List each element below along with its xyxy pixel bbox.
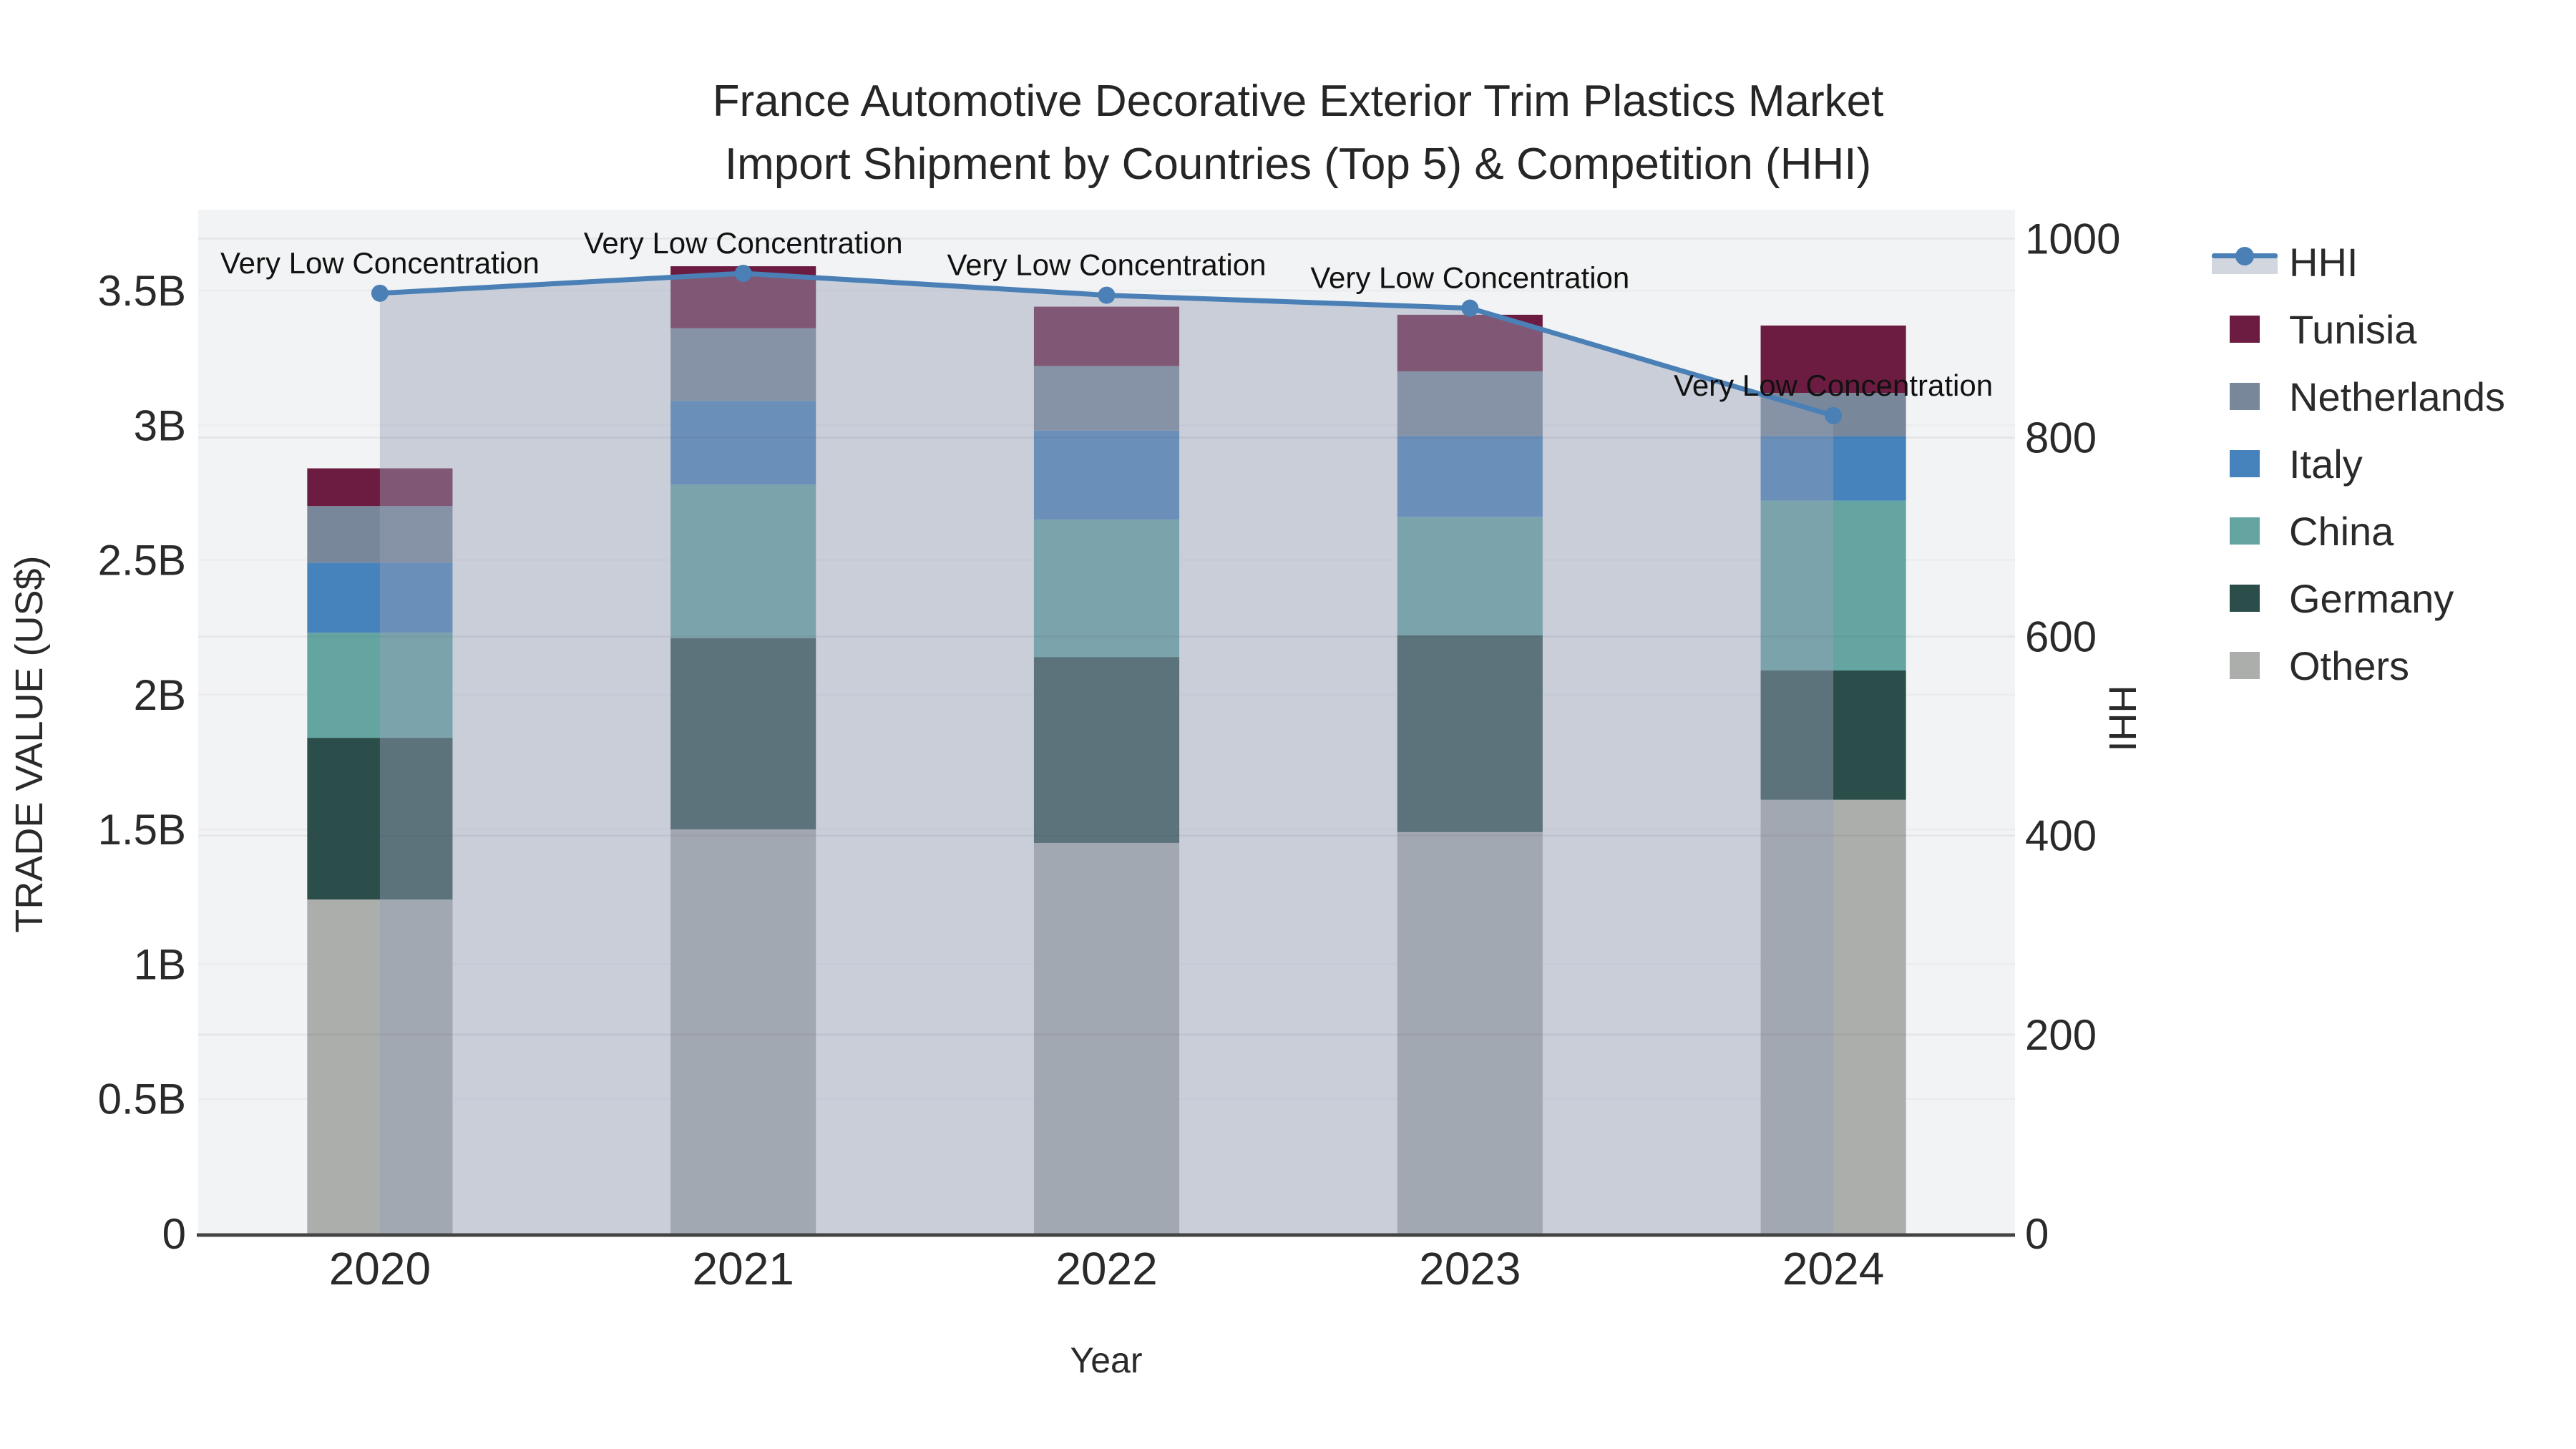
y-left-tick-label: 3.5B: [98, 267, 186, 315]
annotation-2022: Very Low Concentration: [947, 248, 1267, 282]
legend-hhi-symbol: [2212, 246, 2278, 278]
bar-segment-netherlands-2022[interactable]: [1033, 366, 1180, 431]
hhi-line-icon: [2212, 246, 2278, 278]
annotation-2021: Very Low Concentration: [584, 226, 903, 260]
bar-segment-germany-2020[interactable]: [307, 738, 453, 900]
y-right-tick-label: 400: [2025, 812, 2097, 860]
chart-title: France Automotive Decorative Exterior Tr…: [0, 70, 2576, 196]
bar-segment-others-2020[interactable]: [307, 899, 453, 1234]
legend-label: Italy: [2289, 441, 2363, 487]
y-left-tick-label: 3B: [134, 401, 186, 449]
bar-segment-others-2022[interactable]: [1033, 842, 1180, 1234]
hhi-marker-2024[interactable]: [1825, 406, 1843, 424]
bar-segment-germany-2024[interactable]: [1760, 670, 1906, 800]
hhi-marker-2023[interactable]: [1461, 299, 1479, 317]
x-tick-label-2024: 2024: [1782, 1243, 1884, 1294]
hhi-area-fill: [379, 273, 1834, 1234]
legend-label: Netherlands: [2289, 374, 2505, 419]
x-tick-label-2021: 2021: [693, 1243, 794, 1294]
bar-segment-germany-2022[interactable]: [1033, 657, 1180, 843]
chart-title-line1: France Automotive Decorative Exterior Tr…: [712, 77, 1884, 126]
annotation-2024: Very Low Concentration: [1674, 369, 1993, 402]
legend-item-hhi[interactable]: HHI: [2212, 228, 2505, 296]
x-tick-label-2022: 2022: [1055, 1243, 1157, 1294]
y-right-tick-label: 1000: [2025, 215, 2120, 263]
hhi-marker-2022[interactable]: [1098, 286, 1116, 304]
annotation-2020: Very Low Concentration: [220, 246, 540, 280]
bar-segment-tunisia-2022[interactable]: [1033, 306, 1180, 366]
italy-swatch: [2230, 450, 2260, 477]
x-axis-title: Year: [1070, 1340, 1143, 1380]
bar-segment-china-2022[interactable]: [1033, 519, 1180, 658]
bar-segment-china-2023[interactable]: [1397, 517, 1543, 635]
bar-segment-china-2024[interactable]: [1760, 500, 1906, 670]
y-right-tick-label: 600: [2025, 613, 2097, 661]
bar-segment-italy-2020[interactable]: [307, 562, 453, 633]
legend-label: China: [2289, 508, 2394, 554]
y-left-tick-label: 0: [162, 1210, 186, 1258]
bar-segment-china-2021[interactable]: [670, 484, 816, 638]
bar-segment-netherlands-2023[interactable]: [1397, 371, 1543, 436]
legend-item-germany[interactable]: Germany: [2212, 565, 2505, 632]
china-swatch: [2230, 517, 2260, 545]
hhi-marker-swatch: [2235, 247, 2254, 265]
bar-segment-others-2023[interactable]: [1397, 831, 1543, 1234]
legend-item-tunisia[interactable]: Tunisia: [2212, 296, 2505, 363]
y-left-tick-label: 1.5B: [98, 806, 186, 854]
germany-swatch: [2230, 585, 2260, 612]
bar-segment-italy-2021[interactable]: [670, 401, 816, 485]
legend-label: HHI: [2289, 239, 2358, 285]
legend-label: Tunisia: [2289, 306, 2417, 352]
bar-segment-italy-2024[interactable]: [1760, 436, 1906, 501]
legend-item-netherlands[interactable]: Netherlands: [2212, 363, 2505, 430]
bar-segment-others-2024[interactable]: [1760, 799, 1906, 1234]
y-right-tick-label: 800: [2025, 414, 2097, 462]
legend: HHI Tunisia Netherlands Italy China Germ…: [2212, 228, 2505, 699]
bar-segment-china-2020[interactable]: [307, 633, 453, 738]
bar-segment-tunisia-2020[interactable]: [307, 468, 453, 507]
chart-title-line2: Import Shipment by Countries (Top 5) & C…: [724, 140, 1872, 189]
y-left-tick-label: 1B: [134, 940, 186, 988]
y-right-tick-label: 200: [2025, 1011, 2097, 1059]
legend-item-others[interactable]: Others: [2212, 632, 2505, 699]
hhi-marker-2020[interactable]: [371, 284, 389, 302]
x-tick-label-2020: 2020: [329, 1243, 431, 1294]
annotation-2023: Very Low Concentration: [1310, 261, 1629, 295]
bar-segment-italy-2023[interactable]: [1397, 436, 1543, 517]
y-left-tick-label: 2B: [134, 671, 186, 719]
others-swatch: [2230, 652, 2260, 679]
x-tick-label-2023: 2023: [1419, 1243, 1521, 1294]
legend-item-italy[interactable]: Italy: [2212, 430, 2505, 497]
tunisia-swatch: [2230, 316, 2260, 343]
bar-segment-others-2021[interactable]: [670, 829, 816, 1234]
bar-segment-tunisia-2024[interactable]: [1760, 325, 1906, 394]
netherlands-swatch: [2230, 383, 2260, 410]
legend-label: Germany: [2289, 575, 2454, 621]
hhi-marker-2021[interactable]: [734, 265, 752, 283]
y-left-tick-label: 0.5B: [98, 1075, 186, 1123]
y-right-tick-label: 0: [2025, 1210, 2049, 1258]
bar-segment-italy-2022[interactable]: [1033, 430, 1180, 520]
bar-segment-netherlands-2021[interactable]: [670, 328, 816, 401]
bar-segment-netherlands-2020[interactable]: [307, 506, 453, 563]
bar-segment-germany-2023[interactable]: [1397, 635, 1543, 832]
legend-item-china[interactable]: China: [2212, 497, 2505, 565]
y-left-tick-label: 2.5B: [98, 537, 186, 585]
bar-segment-germany-2021[interactable]: [670, 638, 816, 830]
legend-label: Others: [2289, 643, 2410, 688]
